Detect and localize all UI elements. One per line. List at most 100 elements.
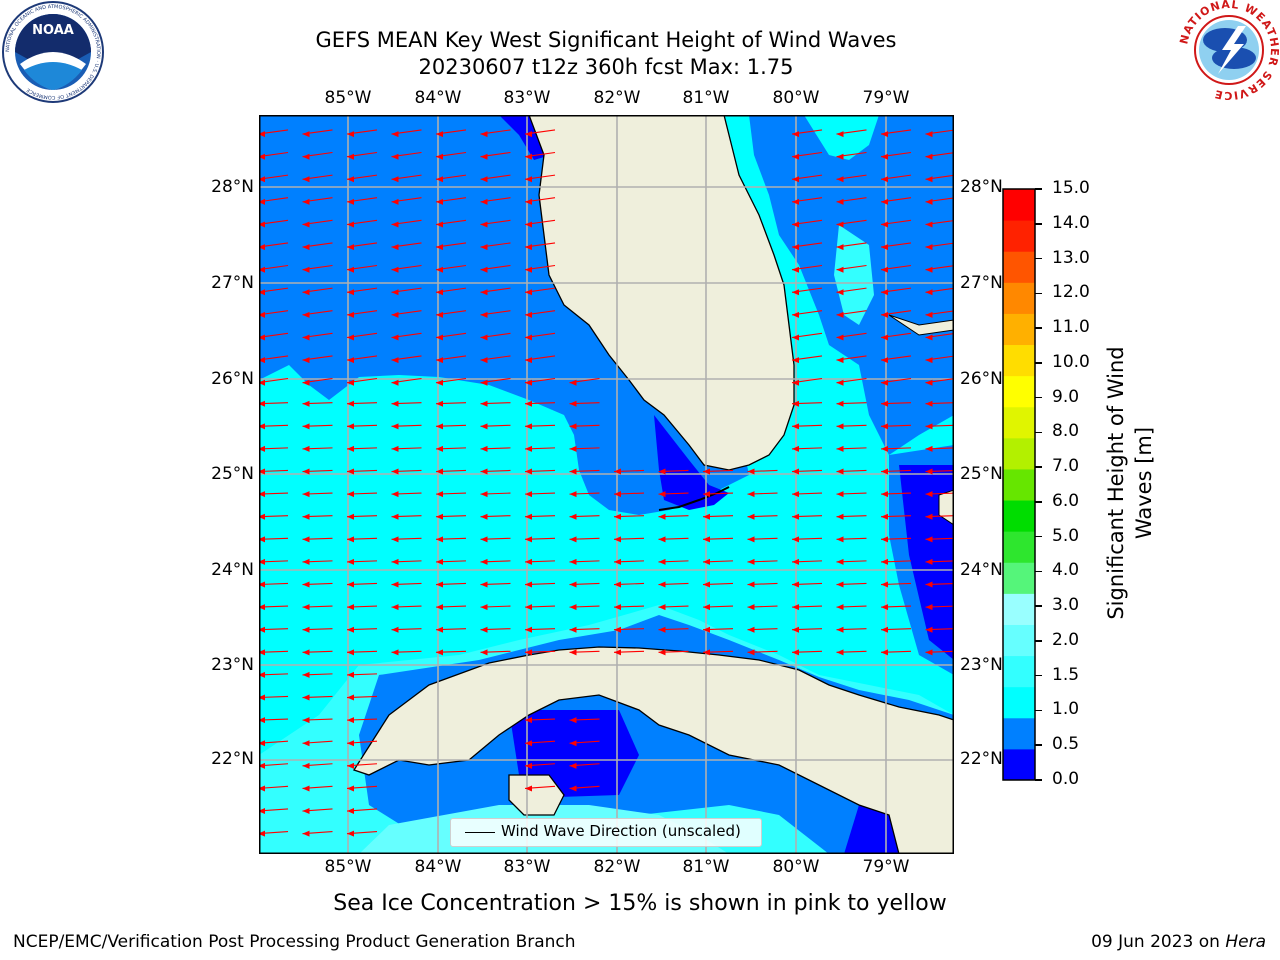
wave-arrow-head bbox=[525, 740, 532, 747]
wave-arrow-head bbox=[925, 581, 933, 588]
wave-arrow-head bbox=[436, 176, 443, 183]
wave-arrow-head bbox=[259, 513, 265, 520]
wave-arrow-head bbox=[569, 491, 577, 498]
wave-arrow-head bbox=[881, 311, 888, 318]
lon-tick-bottom-85: 85°W bbox=[324, 857, 372, 877]
wave-arrow-head bbox=[836, 198, 844, 205]
colorbar-tick-mark bbox=[1035, 640, 1042, 642]
wave-arrow-head bbox=[569, 785, 577, 792]
wave-arrow-head bbox=[525, 198, 532, 205]
wave-arrow-head bbox=[302, 289, 310, 296]
wave-arrow-head bbox=[259, 808, 265, 815]
wave-field-0.5-1-gulf bbox=[259, 115, 749, 515]
colorbar-tick-label: 12.0 bbox=[1052, 282, 1090, 303]
wave-arrow-head bbox=[881, 198, 888, 205]
wave-arrow-head bbox=[259, 198, 265, 205]
wave-arrow-head bbox=[747, 513, 755, 520]
wave-arrow-head bbox=[525, 649, 532, 656]
colorbar-tick-label: 8.0 bbox=[1052, 421, 1080, 442]
wave-arrow-head bbox=[302, 266, 310, 273]
colorbar-tick-mark bbox=[1035, 257, 1042, 260]
wave-arrow-head bbox=[925, 468, 933, 475]
wave-arrow-head bbox=[925, 311, 933, 318]
wave-arrow-head bbox=[525, 785, 532, 792]
colorbar-band bbox=[1003, 313, 1035, 346]
wave-arrow-head bbox=[436, 604, 443, 611]
wave-arrow-head bbox=[792, 626, 799, 633]
wave-arrow-head bbox=[302, 176, 310, 183]
wave-arrow-head bbox=[525, 357, 532, 364]
wave-arrow-head bbox=[881, 558, 888, 565]
wave-arrow-head bbox=[347, 513, 354, 520]
wave-arrow-head bbox=[658, 558, 666, 565]
wave-arrow-head bbox=[792, 445, 799, 452]
land-florida bbox=[528, 115, 795, 471]
wave-arrow-head bbox=[302, 649, 310, 656]
wave-arrow-head bbox=[436, 626, 443, 633]
wave-arrow-head bbox=[259, 131, 265, 138]
wave-arrow-head bbox=[614, 513, 621, 520]
colorbar-tick-label: 0.5 bbox=[1052, 734, 1080, 755]
wave-arrow-head bbox=[347, 694, 354, 701]
colorbar-tick-label: 0.0 bbox=[1052, 769, 1080, 789]
wave-arrow-head bbox=[259, 830, 265, 837]
legend-line-swatch bbox=[465, 832, 495, 833]
wave-arrow-head bbox=[614, 491, 621, 498]
wave-arrow-head bbox=[525, 626, 532, 633]
wave-arrow-head bbox=[525, 536, 532, 543]
wave-arrow-head bbox=[480, 536, 488, 543]
wave-arrow-head bbox=[391, 581, 399, 588]
wave-arrow-head bbox=[614, 581, 621, 588]
wave-arrow-head bbox=[391, 379, 399, 386]
wave-arrow-head bbox=[347, 762, 354, 769]
wave-arrow-head bbox=[480, 468, 488, 475]
wave-arrow-head bbox=[658, 513, 666, 520]
wave-arrow-head bbox=[836, 311, 844, 318]
wave-arrow-head bbox=[925, 153, 933, 160]
wave-arrow-head bbox=[302, 604, 310, 611]
wave-arrow-head bbox=[792, 266, 799, 273]
wave-arrow-head bbox=[259, 153, 265, 160]
colorbar-title-line2: Waves [m] bbox=[1132, 426, 1156, 540]
wave-arrow-head bbox=[569, 581, 577, 588]
footer-date: 09 Jun 2023 on Hera bbox=[1091, 932, 1266, 952]
colorbar-band bbox=[1003, 406, 1035, 439]
wave-arrow-head bbox=[302, 626, 310, 633]
wave-arrow-head bbox=[881, 423, 888, 430]
wave-arrow-head bbox=[836, 400, 844, 407]
wave-arrow-head bbox=[836, 334, 844, 341]
noaa-logo: NOAA NATIONAL OCEANIC AND ATMOSPHERIC AD… bbox=[2, 1, 104, 103]
wave-arrow-head bbox=[436, 334, 443, 341]
wave-arrow-head bbox=[480, 445, 488, 452]
colorbar-band bbox=[1003, 220, 1035, 252]
wave-arrow-head bbox=[347, 717, 354, 724]
wave-arrow-head bbox=[347, 649, 354, 656]
wave-arrow-head bbox=[881, 289, 888, 296]
wave-arrow-head bbox=[259, 762, 265, 769]
lat-tick-right-22: 22°N bbox=[960, 749, 1003, 769]
colorbar-tick-label: 6.0 bbox=[1052, 490, 1080, 511]
lat-tick-left-28: 28°N bbox=[211, 177, 254, 197]
wave-arrow-head bbox=[525, 762, 532, 769]
colorbar-tick-mark bbox=[1035, 674, 1042, 677]
colorbar-tick-label: 10.0 bbox=[1052, 351, 1090, 372]
wave-arrow-head bbox=[391, 400, 399, 407]
wave-arrow-head bbox=[703, 491, 710, 498]
lat-tick-right-27: 27°N bbox=[960, 273, 1003, 293]
colorbar-tick-mark bbox=[1035, 570, 1042, 573]
wave-arrow-head bbox=[881, 400, 888, 407]
wave-arrow-head bbox=[259, 649, 265, 656]
lon-tick-top-80: 80°W bbox=[772, 88, 820, 108]
wave-arrow-head bbox=[747, 626, 755, 633]
wave-arrow-head bbox=[347, 830, 354, 837]
wind-wave-direction-arrows bbox=[259, 129, 954, 854]
wave-arrow-head bbox=[259, 694, 265, 701]
wave-arrow-head bbox=[836, 491, 844, 498]
wave-arrow-head bbox=[302, 131, 310, 138]
wave-arrow-head bbox=[347, 604, 354, 611]
wave-arrow-head bbox=[480, 581, 488, 588]
land-florida-keys bbox=[658, 486, 730, 511]
wave-arrow-head bbox=[259, 558, 265, 565]
colorbar-band bbox=[1003, 282, 1035, 314]
lat-tick-right-23: 23°N bbox=[960, 655, 1003, 675]
